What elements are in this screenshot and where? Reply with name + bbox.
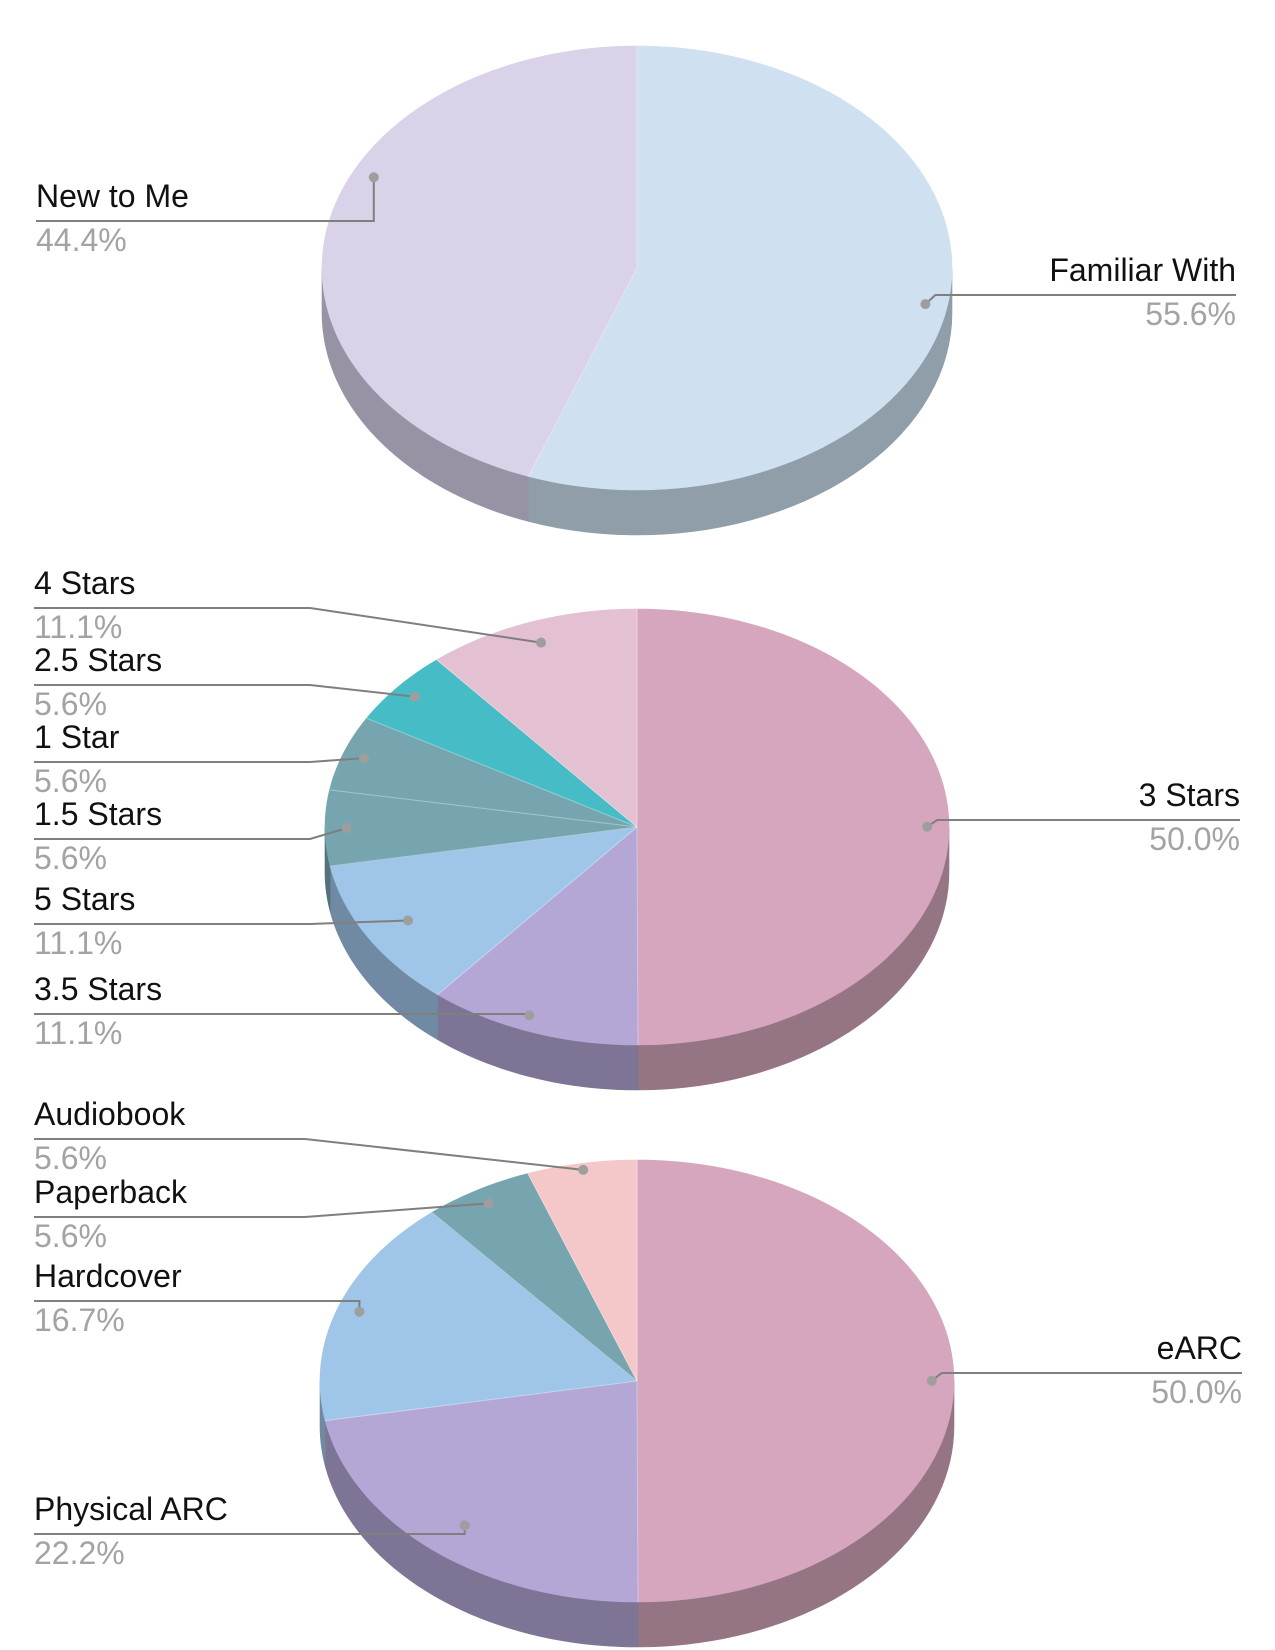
pie-slice-hardcover [319,1212,638,1422]
leader-line [34,919,409,925]
leader-line [34,1202,489,1218]
slice-percentage: 11.1% [34,1015,122,1051]
label-5-stars: 5 Stars 11.1% [34,881,413,961]
leader-dot [926,1375,937,1386]
leader-dot [368,172,379,183]
slice-separator [437,826,638,996]
label-2-5-stars: 2.5 Stars 5.6% [34,642,420,722]
pie-labels: eARC 50.0% Physical ARC 22.2% Hardcover 16.7%… [34,1096,1242,1571]
label-new-to-me: New to Me 44.4% [36,172,379,258]
label-hardcover: Hardcover 16.7% [34,1258,365,1338]
label-1-star: 1 Star 5.6% [34,719,370,799]
label-4-stars: 4 Stars 11.1% [34,565,547,648]
leader-line [34,827,348,840]
leader-dot [922,821,933,832]
slice-separator [636,1380,639,1603]
slice-percentage: 44.4% [36,222,127,258]
slice-percentage: 50.0% [1151,1374,1242,1410]
leader-line [34,1138,584,1171]
pie-slice-3-stars [636,608,950,1046]
slice-separator [436,659,638,828]
pie-slice-5-stars [329,826,638,995]
slice-separator [366,717,638,828]
slice-percentage: 5.6% [34,763,107,799]
pie-slice-1-5-stars [324,789,638,867]
pie-slice-earc [636,1159,955,1603]
slice-percentage: 5.6% [34,686,107,722]
slice-label: New to Me [36,178,189,214]
slice-percentage: 55.6% [1145,296,1236,332]
slice-separator [636,826,639,1046]
slice-percentage: 22.2% [34,1535,125,1571]
slice-label: 1.5 Stars [34,796,162,832]
slice-percentage: 11.1% [34,925,122,961]
leader-dot [578,1164,589,1175]
slice-label: Hardcover [34,1258,182,1294]
label-3-stars: 3 Stars 50.0% [922,777,1240,857]
label-1-5-stars: 1.5 Stars 5.6% [34,796,352,876]
slice-separator [325,1380,638,1422]
slice-label: 3 Stars [1139,777,1240,813]
leader-line [34,607,542,644]
pie-labels: Familiar With 55.6% New to Me 44.4% [36,172,1236,332]
slice-label: 1 Star [34,719,120,755]
label-physical-arc: Physical ARC 22.2% [34,1491,470,1571]
slice-label: 3.5 Stars [34,971,162,1007]
slice-label: 4 Stars [34,565,135,601]
leader-line [34,684,415,698]
leader-dot [524,1010,535,1021]
slice-label: Familiar With [1049,252,1236,288]
label-paperback: Paperback 5.6% [34,1174,494,1254]
pie-slice-1-star [329,717,638,828]
label-familiar-with: Familiar With 55.6% [920,252,1236,332]
leader-dot [341,823,352,833]
slice-percentage: 50.0% [1149,821,1240,857]
leader-dot [354,1306,365,1317]
leader-line [36,177,375,222]
pie-chart-book-formats: eARC 50.0% Physical ARC 22.2% Hardcover 16.7%… [34,1096,1242,1648]
leader-dot [359,753,370,764]
slice-separator [431,1212,638,1382]
pie-top-faces [319,1159,955,1603]
pie-top-faces [324,608,950,1046]
slice-percentage: 5.6% [34,840,107,876]
pie-slice-4-stars [436,608,638,828]
slice-label: Audiobook [34,1096,186,1132]
slice-separator [330,826,638,867]
pie-slice-familiar-with [527,45,953,491]
label-3-5-stars: 3.5 Stars 11.1% [34,971,535,1051]
pie-slice-3-5-stars [437,826,639,1046]
slice-label: Paperback [34,1174,188,1210]
leader-dot [459,1520,470,1531]
pie-slice-2-5-stars [366,659,638,828]
leader-line [34,757,365,763]
slice-label: Physical ARC [34,1491,228,1527]
label-audiobook: Audiobook 5.6% [34,1096,589,1176]
slice-label: 5 Stars [34,881,135,917]
pie-slice-physical-arc [324,1380,639,1603]
leader-dot [409,691,420,702]
slice-percentage: 16.7% [34,1302,125,1338]
slice-label: 2.5 Stars [34,642,162,678]
leader-dot [920,299,931,310]
slice-label: eARC [1157,1330,1242,1366]
slice-separator [329,789,638,828]
pie-chart-familiarity: Familiar With 55.6% New to Me 44.4% [36,45,1236,536]
pie-top-faces [321,45,953,491]
pie-slice-new-to-me [321,45,638,477]
pie-chart-star-ratings: 3 Stars 50.0% 3.5 Stars 11.1% 5 Stars 11.1% 1.… [34,565,1240,1091]
leader-dot [536,637,547,648]
leader-dot [483,1198,494,1209]
slice-percentage: 5.6% [34,1140,107,1176]
slice-percentage: 11.1% [34,609,122,645]
slice-separator [527,267,638,477]
pie-labels: 3 Stars 50.0% 3.5 Stars 11.1% 5 Stars 11.1% 1.… [34,565,1240,1051]
slice-separator [527,1173,638,1382]
slice-percentage: 5.6% [34,1218,107,1254]
label-earc: eARC 50.0% [926,1330,1242,1410]
pie-slice-audiobook [527,1159,638,1382]
leader-dot [403,915,413,926]
